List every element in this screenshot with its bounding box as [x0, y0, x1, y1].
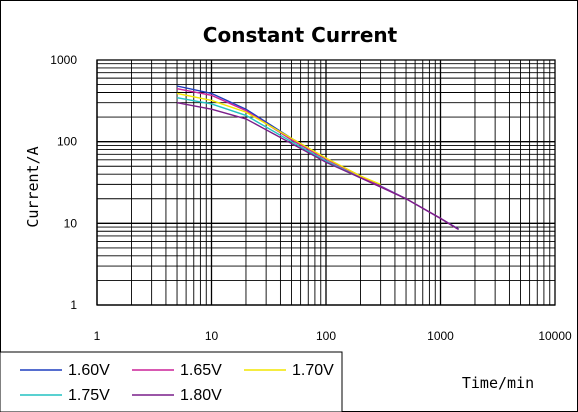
series-line	[176, 97, 361, 179]
x-tick-label: 100	[316, 329, 336, 343]
x-tick-label: 10	[205, 329, 219, 343]
plot-border	[96, 59, 556, 306]
legend-label: 1.65V	[180, 362, 222, 379]
y-tick-label: 1	[70, 298, 77, 312]
x-tick-label: 1	[94, 329, 101, 343]
series-lines	[176, 85, 459, 231]
series-line	[176, 102, 459, 231]
y-tick-label: 100	[57, 135, 77, 149]
series-line	[176, 92, 381, 186]
legend-box	[0, 351, 343, 412]
tick-labels: 1 10 100 1000 10000 1 10 100 1000	[50, 53, 572, 343]
legend-label: 1.75V	[68, 387, 110, 404]
x-tick-label: 1000	[427, 329, 454, 343]
x-axis-label: Time/min	[462, 374, 534, 392]
legend-label: 1.80V	[180, 387, 222, 404]
legend-label: 1.60V	[68, 362, 110, 379]
y-axis-label: Current/A	[24, 146, 42, 227]
legend-label: 1.70V	[292, 362, 334, 379]
y-tick-label: 1000	[50, 53, 77, 67]
legend: 1.60V 1.65V 1.70V 1.75V 1.80V	[20, 362, 334, 404]
chart-title: Constant Current	[203, 23, 398, 47]
y-tick-label: 10	[64, 216, 78, 230]
grid	[96, 59, 556, 306]
x-tick-label: 10000	[538, 329, 572, 343]
